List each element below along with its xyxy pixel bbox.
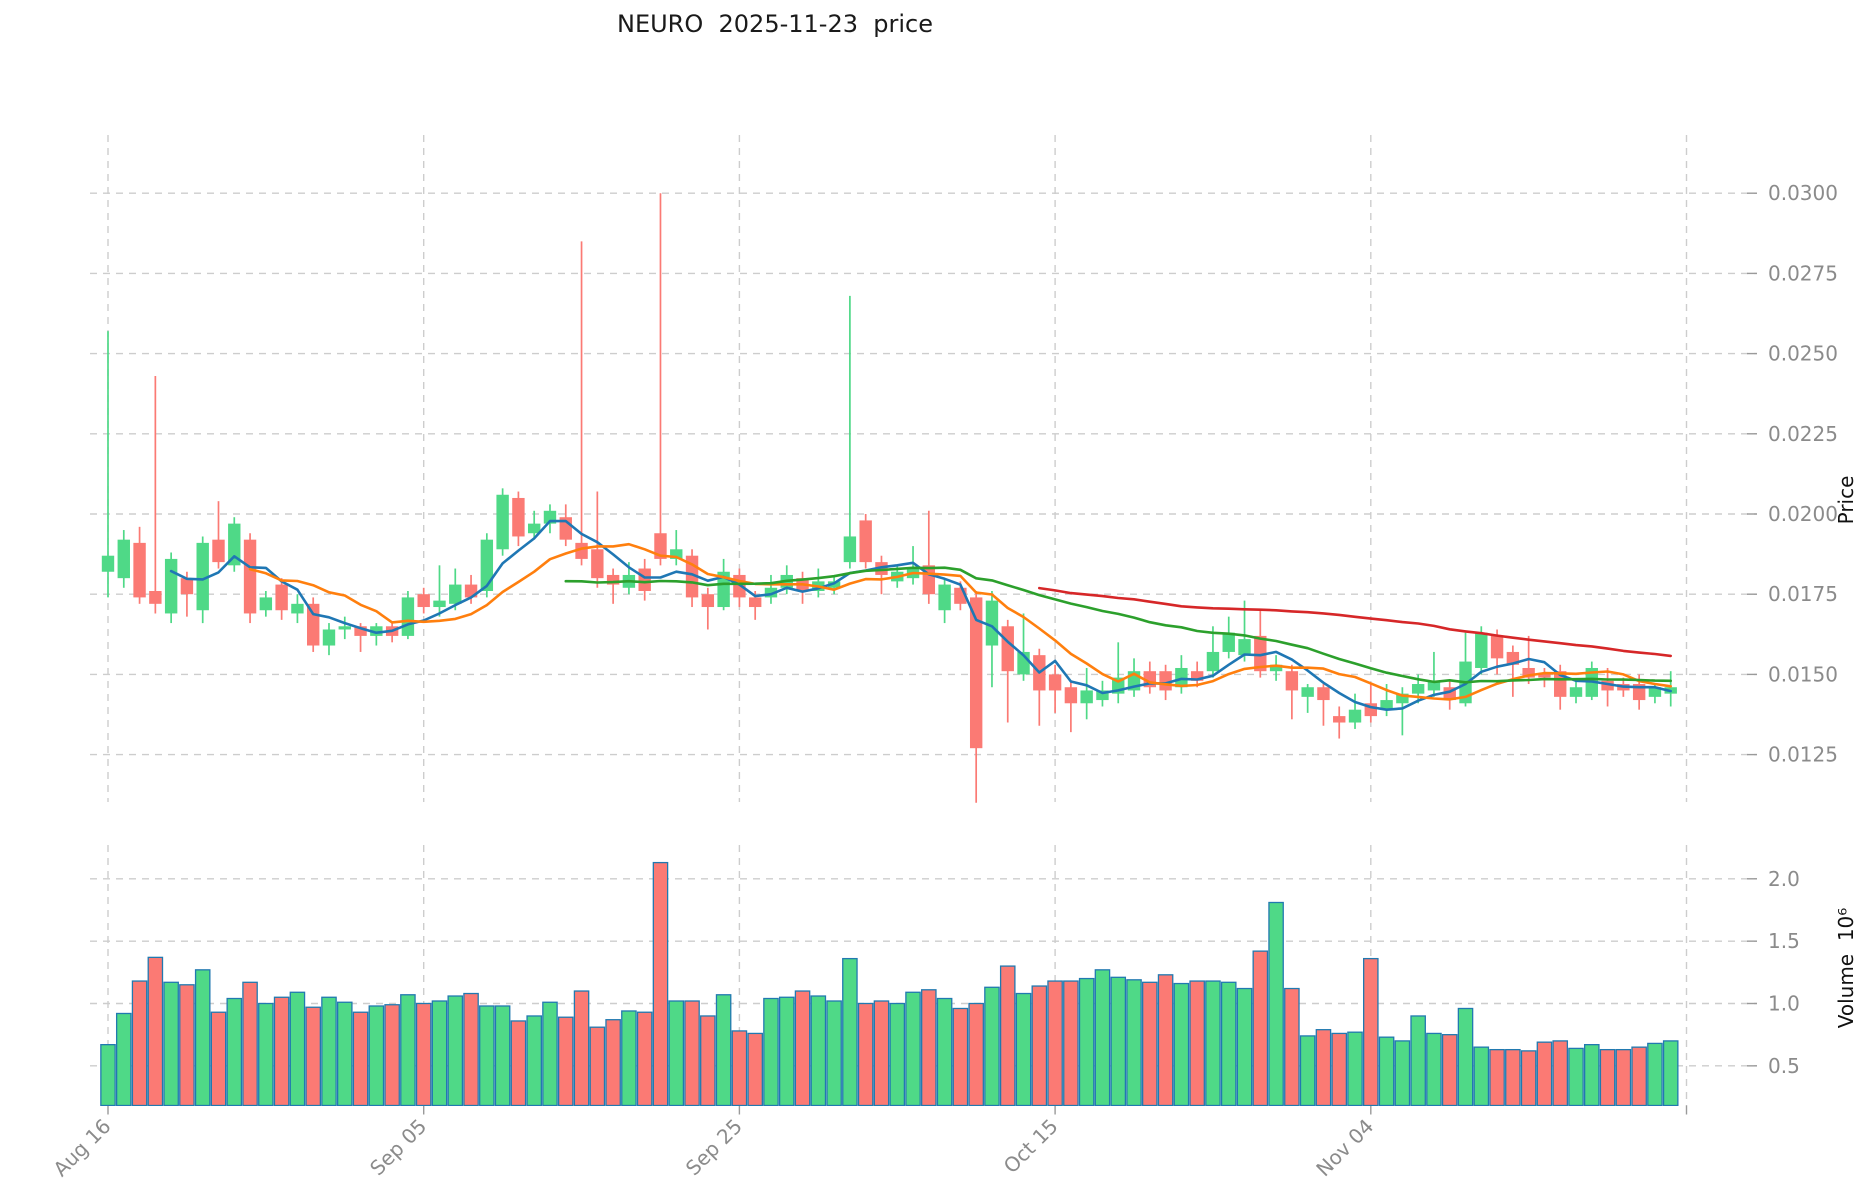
volume-tick-label: 0.5 — [1768, 1054, 1800, 1078]
price-tick-label: 0.0125 — [1768, 743, 1838, 767]
price-tick-labels: 0.0300 0.0275 0.0250 0.0225 0.0200 0.0175 0.01… — [1768, 181, 1838, 766]
volume-tick-label: 1.0 — [1768, 992, 1800, 1016]
ma-lines — [169, 519, 1672, 712]
volume-tick-labels: 2.0 1.5 1.0 0.5 — [1768, 867, 1800, 1078]
candlestick-series — [101, 193, 1677, 803]
price-tick-label: 0.0175 — [1768, 582, 1838, 606]
price-axis-title: Price — [1834, 476, 1858, 525]
volume-tick-label: 1.5 — [1768, 929, 1800, 953]
price-tick-label: 0.0150 — [1768, 662, 1838, 686]
date-tick-label: Sep 25 — [681, 1114, 747, 1180]
date-tick-labels: Aug 16 Sep 05 Sep 25 Oct 15 Nov 04 — [48, 1114, 1378, 1181]
volume-series — [100, 861, 1679, 1106]
price-tick-label: 0.0275 — [1768, 261, 1838, 285]
price-tick-label: 0.0225 — [1768, 422, 1838, 446]
price-tick-label: 0.0200 — [1768, 502, 1838, 526]
volume-axis-title: Volume 10⁶ — [1834, 908, 1858, 1029]
date-tick-label: Nov 04 — [1311, 1114, 1378, 1181]
price-tick-label: 0.0300 — [1768, 181, 1838, 205]
date-tick-label: Aug 16 — [48, 1114, 115, 1181]
price-panel-gridlines — [90, 135, 1757, 802]
date-tick-label: Sep 05 — [365, 1114, 431, 1180]
date-tick-label: Oct 15 — [999, 1114, 1063, 1178]
volume-tick-label: 2.0 — [1768, 867, 1800, 891]
axis-tick-marks — [107, 192, 1757, 1115]
chart-title: NEURO 2025-11-23 price — [617, 10, 933, 38]
price-tick-label: 0.0250 — [1768, 342, 1838, 366]
